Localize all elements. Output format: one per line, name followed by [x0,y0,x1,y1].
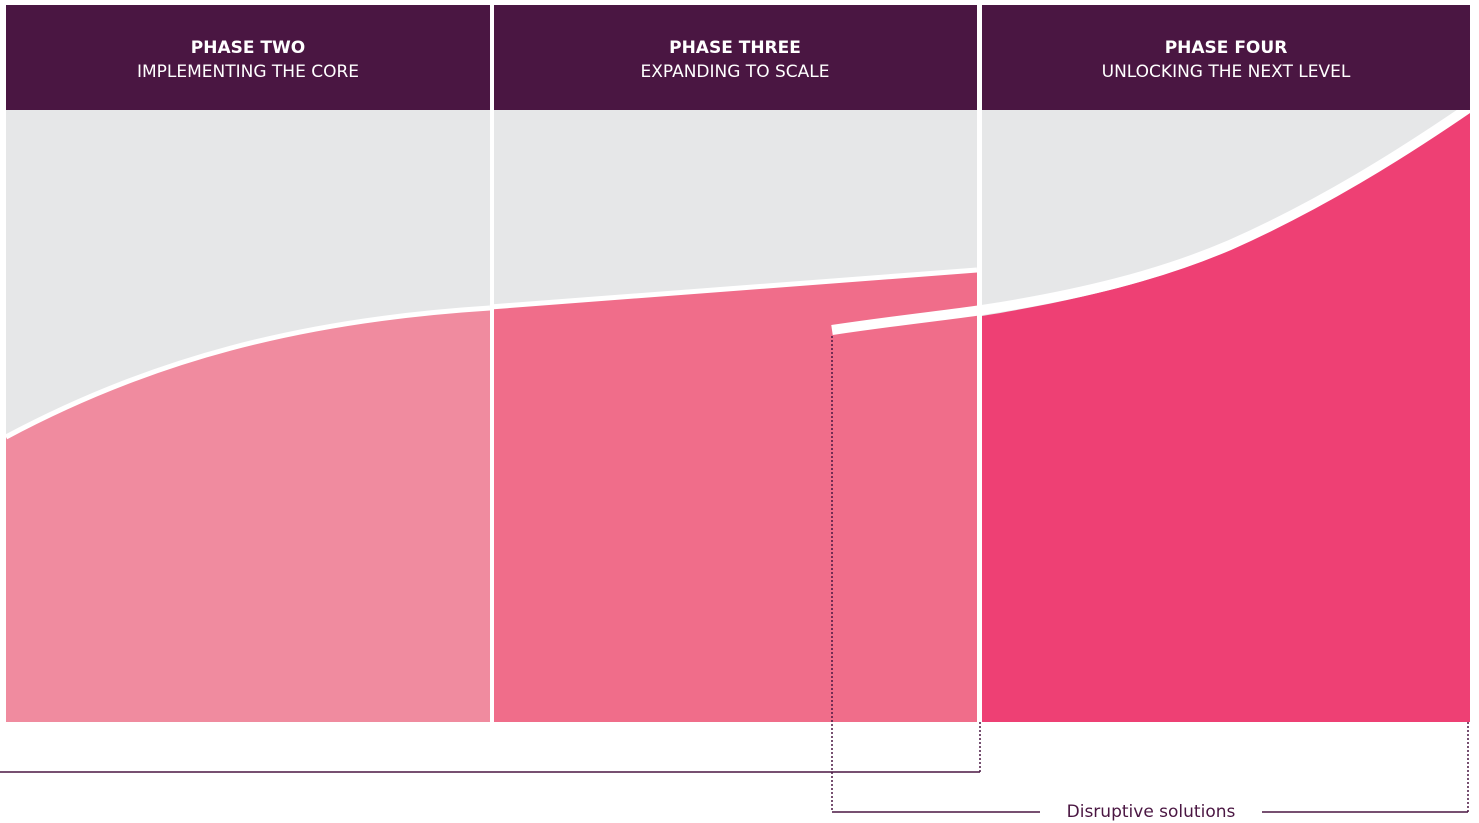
phase-four-curve [831,102,1473,335]
phase-two-curve [4,305,491,440]
phase-subtitle: UNLOCKING THE NEXT LEVEL [1102,62,1351,82]
separator [977,5,982,722]
phase-title: PHASE TWO [191,38,305,58]
separator [490,5,494,722]
phase-four-area [982,112,1470,722]
phase-subtitle: EXPANDING TO SCALE [641,62,830,82]
phase-two-area [6,308,490,722]
annotation: Disruptive solutions [1067,802,1236,822]
phase-three-curve [489,267,978,310]
phase-three-area [494,270,977,722]
phase-header [982,5,1470,110]
phase-header [6,5,490,110]
phase-title: PHASE FOUR [1165,38,1288,58]
phase-header [494,5,977,110]
phase-title: PHASE THREE [669,38,801,58]
phase-subtitle: IMPLEMENTING THE CORE [137,62,359,82]
